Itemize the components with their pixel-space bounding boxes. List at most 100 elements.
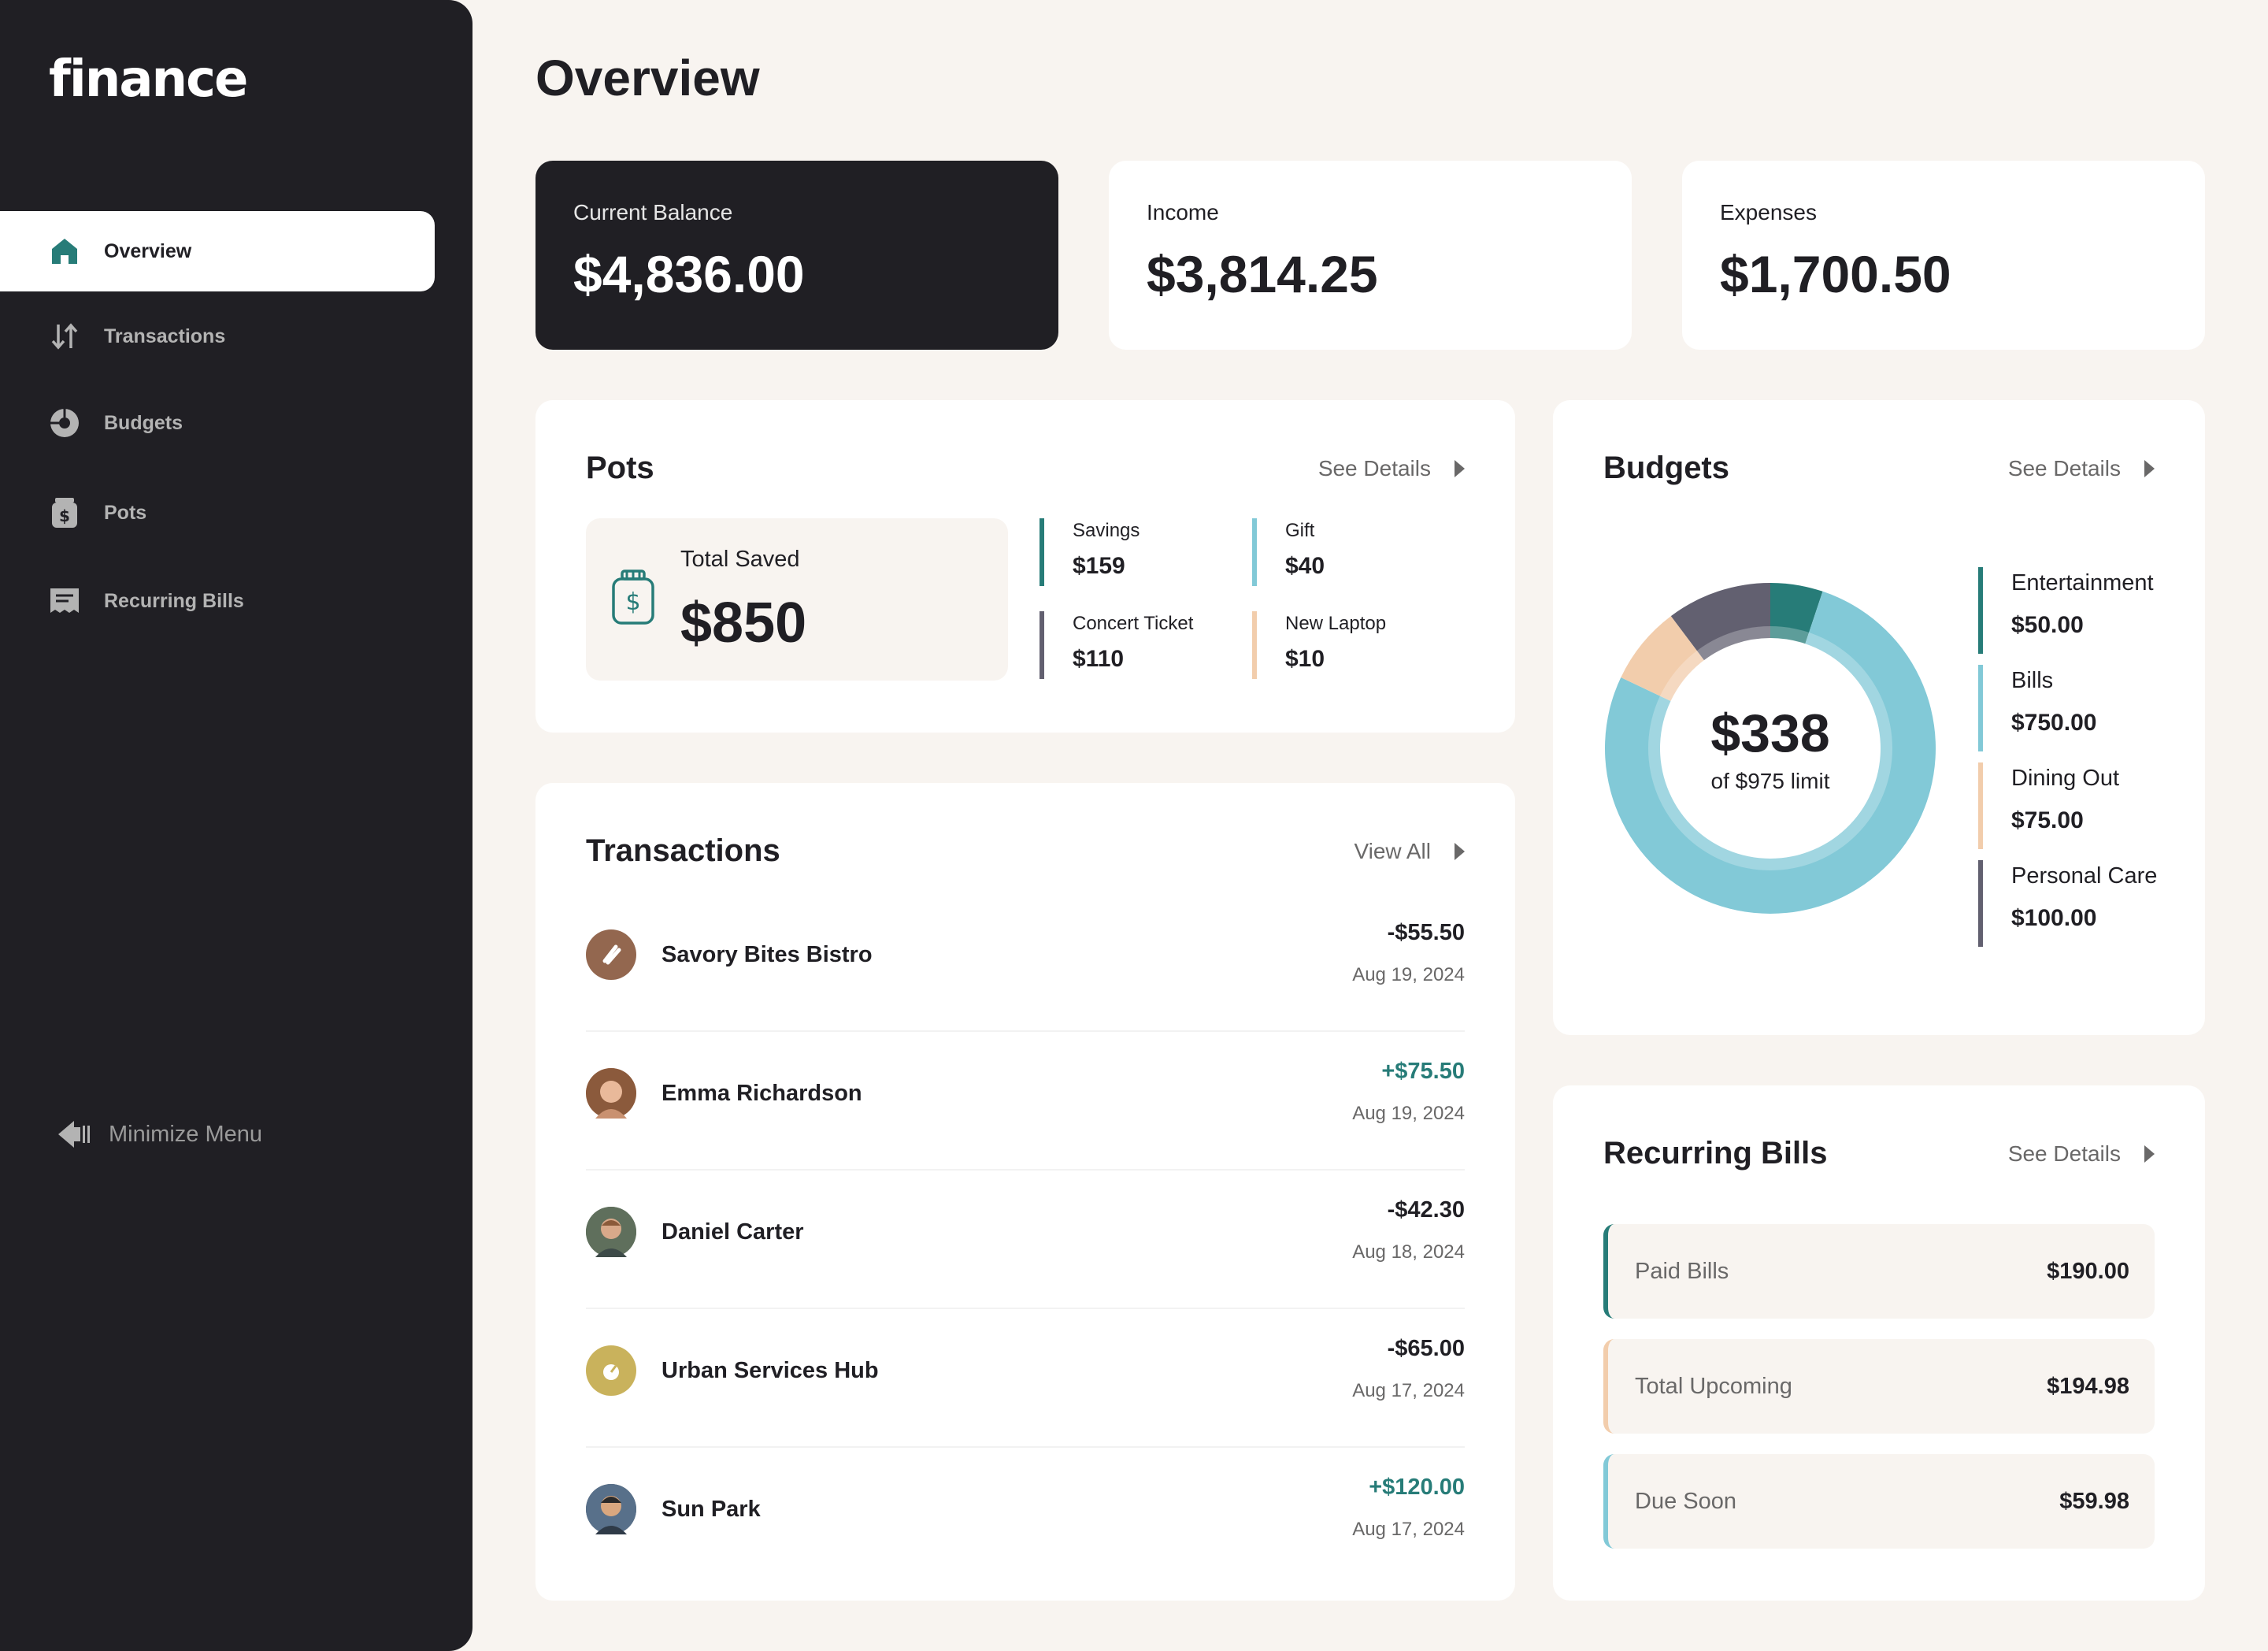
legend-amount: $50.00 (2011, 612, 2084, 638)
transaction-row[interactable]: Sun Park +$120.00 Aug 17, 2024 (586, 1448, 1465, 1586)
sidebar-item-budgets[interactable]: Budgets (0, 383, 435, 463)
jar-icon: $ (49, 497, 80, 529)
bill-label: Due Soon (1635, 1488, 1736, 1514)
transaction-row[interactable]: Emma Richardson +$75.50 Aug 19, 2024 (586, 1032, 1465, 1171)
budget-limit: of $975 limit (1710, 769, 1830, 793)
budget-legend-item: Bills $750.00 (1978, 665, 2183, 751)
transaction-amount: -$55.50 (1387, 920, 1465, 945)
transaction-date: Aug 19, 2024 (1352, 964, 1465, 985)
bills-see-details-link[interactable]: See Details (2008, 1141, 2155, 1167)
donut-center: $338 of $975 limit (1605, 583, 1936, 914)
legend-name: Personal Care (2011, 863, 2158, 889)
transaction-date: Aug 19, 2024 (1352, 1103, 1465, 1124)
budgets-title: Budgets (1603, 451, 1729, 485)
total-saved-label: Total Saved (680, 547, 800, 572)
bill-row-paid[interactable]: Paid Bills $190.00 (1603, 1224, 2155, 1319)
pot-item: New Laptop $10 (1252, 611, 1441, 679)
sidebar-item-overview[interactable]: Overview (0, 211, 435, 291)
caret-right-icon (2144, 459, 2155, 477)
current-balance-label: Current Balance (573, 200, 733, 224)
transaction-name: Urban Services Hub (662, 1358, 879, 1383)
expenses-value: $1,700.50 (1720, 245, 1951, 303)
sidebar-item-pots[interactable]: $ Pots (0, 473, 435, 553)
sidebar-item-label: Recurring Bills (104, 589, 244, 612)
income-value: $3,814.25 (1147, 245, 1378, 303)
view-all-label: View All (1354, 838, 1431, 863)
sidebar-item-label: Budgets (104, 411, 183, 434)
recurring-bills-title: Recurring Bills (1603, 1136, 1828, 1171)
arrow-left-icon (57, 1119, 93, 1150)
svg-text:$: $ (625, 588, 640, 616)
bill-amount: $194.98 (2047, 1373, 2129, 1399)
current-balance-value: $4,836.00 (573, 245, 805, 303)
pot-amount: $110 (1073, 646, 1125, 672)
sidebar-item-label: Pots (104, 501, 147, 524)
transaction-row[interactable]: Daniel Carter -$42.30 Aug 18, 2024 (586, 1171, 1465, 1309)
expenses-card: Expenses $1,700.50 (1682, 161, 2205, 350)
bill-amount: $59.98 (2059, 1488, 2129, 1514)
legend-name: Dining Out (2011, 766, 2120, 791)
arrows-up-down-icon (49, 321, 80, 352)
pot-name: Savings (1073, 520, 1140, 541)
bill-row-upcoming[interactable]: Total Upcoming $194.98 (1603, 1339, 2155, 1434)
legend-amount: $75.00 (2011, 807, 2084, 833)
transaction-row[interactable]: Urban Services Hub -$65.00 Aug 17, 2024 (586, 1309, 1465, 1448)
pots-see-details-link[interactable]: See Details (1318, 456, 1465, 481)
sidebar-item-recurring-bills[interactable]: Recurring Bills (0, 561, 435, 641)
receipt-icon (49, 585, 80, 617)
legend-name: Entertainment (2011, 570, 2154, 595)
donut-segment-entertainment (1770, 583, 1823, 644)
pot-item: Concert Ticket $110 (1040, 611, 1228, 679)
legend-amount: $100.00 (2011, 905, 2097, 931)
pot-name: Concert Ticket (1073, 613, 1194, 634)
transaction-amount: +$120.00 (1369, 1475, 1465, 1500)
budget-spent: $338 (1710, 703, 1830, 763)
budgets-card: Budgets See Details $338 of $975 limit E… (1553, 400, 2205, 1035)
sidebar: finance Overview Transactions Budgets $ … (0, 0, 472, 1651)
transaction-name: Sun Park (662, 1497, 761, 1522)
bill-row-due-soon[interactable]: Due Soon $59.98 (1603, 1454, 2155, 1549)
transaction-name: Daniel Carter (662, 1219, 804, 1245)
bill-label: Total Upcoming (1635, 1373, 1792, 1399)
see-details-label: See Details (1317, 455, 1431, 480)
pot-name: New Laptop (1285, 613, 1387, 634)
budget-legend-item: Personal Care $100.00 (1978, 860, 2183, 947)
budget-legend-item: Entertainment $50.00 (1978, 567, 2183, 654)
donut-segment-dining-out (1621, 616, 1704, 701)
app-logo: finance (49, 50, 248, 109)
pot-name: Gift (1285, 520, 1315, 541)
minimize-menu-label: Minimize Menu (109, 1121, 262, 1147)
expenses-label: Expenses (1720, 200, 1817, 224)
bill-label: Paid Bills (1635, 1258, 1729, 1284)
transaction-amount: +$75.50 (1381, 1059, 1465, 1084)
jar-icon: $ (611, 569, 655, 629)
bill-amount: $190.00 (2047, 1258, 2129, 1284)
current-balance-card: Current Balance $4,836.00 (536, 161, 1058, 350)
see-details-label: See Details (2007, 1141, 2121, 1166)
budgets-see-details-link[interactable]: See Details (2008, 456, 2155, 481)
transaction-date: Aug 17, 2024 (1352, 1519, 1465, 1540)
sidebar-item-transactions[interactable]: Transactions (0, 296, 435, 377)
sidebar-item-label: Transactions (104, 325, 226, 347)
transaction-name: Savory Bites Bistro (662, 942, 873, 967)
avatar (586, 929, 636, 980)
svg-text:$: $ (59, 506, 70, 525)
income-label: Income (1147, 200, 1219, 224)
caret-right-icon (1455, 459, 1465, 477)
budget-donut-chart (1605, 583, 1936, 914)
transaction-date: Aug 17, 2024 (1352, 1380, 1465, 1401)
pot-item: Gift $40 (1252, 518, 1441, 586)
minimize-menu-button[interactable]: Minimize Menu (57, 1119, 262, 1150)
transaction-amount: -$65.00 (1387, 1336, 1465, 1361)
pie-chart-icon (49, 407, 80, 439)
total-saved-value: $850 (680, 592, 807, 655)
income-card: Income $3,814.25 (1109, 161, 1632, 350)
pots-title: Pots (586, 451, 654, 485)
legend-amount: $750.00 (2011, 710, 2097, 736)
avatar (586, 1068, 636, 1119)
transaction-row[interactable]: Savory Bites Bistro -$55.50 Aug 19, 2024 (586, 893, 1465, 1032)
avatar (586, 1484, 636, 1534)
transactions-card: Transactions View All Savory Bites Bistr… (536, 783, 1515, 1601)
transactions-view-all-link[interactable]: View All (1354, 839, 1465, 864)
donut-hole (1662, 640, 1879, 857)
